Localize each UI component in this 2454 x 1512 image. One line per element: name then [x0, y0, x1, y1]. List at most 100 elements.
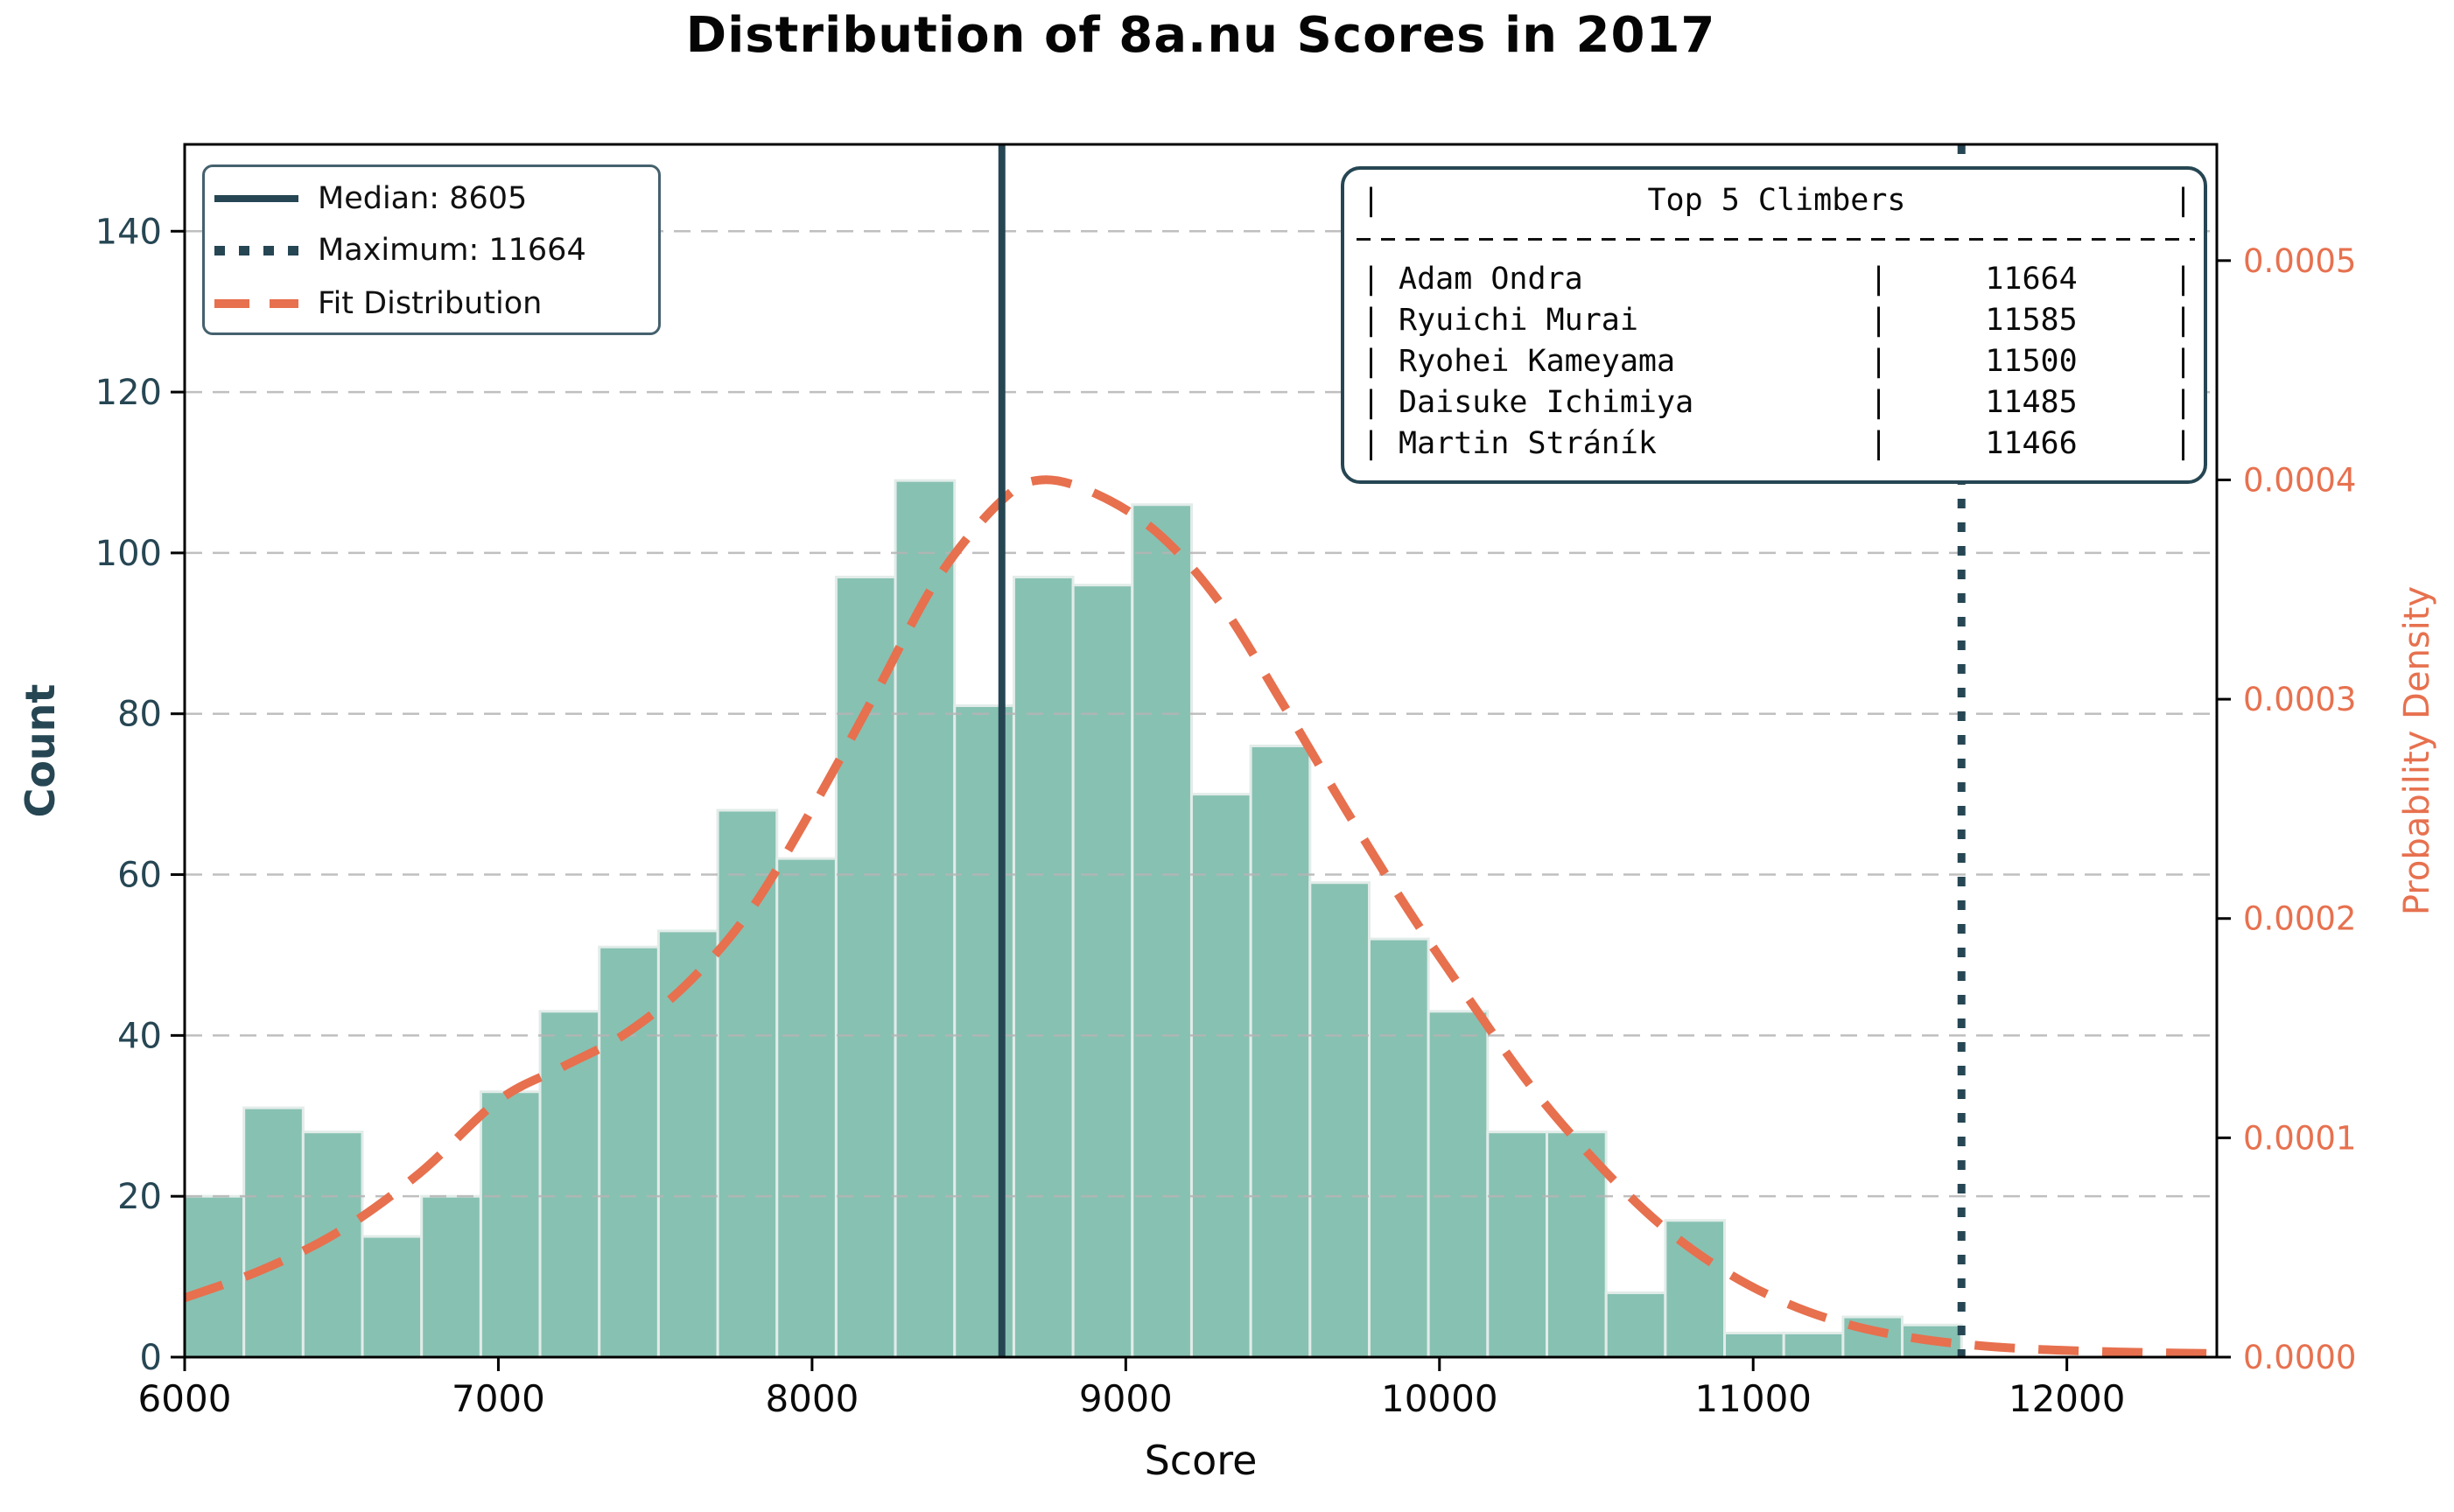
pipe-glyph: |	[1362, 303, 1381, 338]
tick-labels: 6000 7000 8000 9000 10000 11000 12000 0 20 40 60 80…	[95, 212, 2357, 1420]
legend-item-median: Median: 8605	[205, 178, 658, 220]
pipe-glyph: |	[1362, 385, 1381, 420]
climber-score: 11485	[1985, 385, 2078, 420]
histogram-bar	[656, 929, 719, 1359]
x-tick-label: 10000	[1381, 1377, 1498, 1420]
y-left-tick-label: 140	[95, 212, 162, 252]
x-tick-label: 6000	[138, 1377, 232, 1420]
table-row: | Martin Stráník | 11466 |	[1344, 424, 2204, 465]
histogram-bar	[242, 1106, 305, 1359]
y-right-tick-label: 0.0004	[2243, 461, 2356, 499]
table-title: Top 5 Climbers	[1647, 183, 1906, 218]
histogram-bar	[1308, 881, 1371, 1359]
histogram-bar	[1901, 1323, 1963, 1359]
x-axis-label: Score	[1144, 1437, 1258, 1484]
table-row: | Ryuichi Murai | 11585 |	[1344, 300, 2204, 341]
pipe-glyph: |	[1362, 262, 1381, 297]
fit-line-swatch	[214, 299, 298, 308]
pipe-glyph: |	[1869, 344, 1889, 379]
y-left-tick-label: 80	[117, 695, 162, 735]
climber-score: 11585	[1985, 303, 2078, 338]
histogram-bar	[1604, 1291, 1667, 1359]
legend-item-maximum: Maximum: 11664	[205, 229, 658, 271]
histogram-bar	[1782, 1331, 1845, 1359]
maximum-line-swatch	[214, 245, 298, 256]
y-right-tick-label: 0.0003	[2243, 681, 2356, 718]
y-right-tick-label: 0.0001	[2243, 1119, 2356, 1157]
y-left-tick-label: 20	[117, 1177, 162, 1217]
histogram-bar	[420, 1194, 482, 1359]
y-left-tick-label: 0	[140, 1338, 162, 1378]
legend-box: Median: 8605 Maximum: 11664 Fit Distribu…	[202, 164, 661, 335]
pipe-glyph: |	[2174, 303, 2193, 338]
pipe-glyph: |	[1869, 303, 1889, 338]
y-left-tick-label: 60	[117, 856, 162, 896]
histogram-bar	[1367, 937, 1430, 1359]
table-separator	[1357, 238, 2195, 241]
pipe-glyph: |	[2174, 344, 2193, 379]
y-right-tick-label: 0.0005	[2243, 242, 2356, 280]
histogram-bar	[1249, 744, 1312, 1359]
legend-median-label: Median: 8605	[318, 181, 528, 216]
x-tick-label: 11000	[1694, 1377, 1812, 1420]
pipe-glyph: |	[2174, 262, 2193, 297]
pipe-glyph: |	[1869, 385, 1889, 420]
histogram-bar	[1131, 503, 1193, 1359]
median-line-swatch	[214, 195, 298, 202]
histogram-bar	[894, 479, 957, 1359]
plot-frame	[183, 143, 2219, 1359]
histogram-bars	[183, 479, 1963, 1359]
y-axis-right-label: Probability Density	[2397, 585, 2437, 916]
table-row: | Adam Ondra | 11664 |	[1344, 259, 2204, 300]
pipe-glyph: |	[1869, 262, 1889, 297]
histogram-bar	[1071, 584, 1134, 1359]
x-tick-label: 9000	[1079, 1377, 1173, 1420]
histogram-bar	[479, 1090, 542, 1359]
legend-maximum-label: Maximum: 11664	[318, 233, 586, 268]
climber-score: 11664	[1985, 262, 2078, 297]
table-row: | Ryohei Kameyama | 11500 |	[1344, 341, 2204, 382]
y-left-tick-label: 120	[95, 373, 162, 413]
histogram-bar	[716, 808, 779, 1359]
y-right-tick-label: 0.0002	[2243, 900, 2356, 938]
pipe-glyph: |	[1362, 344, 1381, 379]
histogram-bar	[1723, 1331, 1785, 1359]
histogram-bar	[183, 1194, 246, 1359]
pipe-glyph: |	[1362, 183, 1381, 218]
fit-distribution-curve	[183, 475, 2218, 1358]
pipe-glyph: |	[1362, 426, 1381, 461]
climber-score: 11500	[1985, 344, 2078, 379]
climber-name: Martin Stráník	[1399, 426, 1658, 461]
table-row: | Daisuke Ichimiya | 11485 |	[1344, 382, 2204, 424]
pipe-glyph: |	[2174, 183, 2193, 218]
climber-name: Daisuke Ichimiya	[1399, 385, 1694, 420]
climber-score: 11466	[1985, 426, 2078, 461]
axis-ticks	[171, 229, 2231, 1371]
climber-name: Ryuichi Murai	[1399, 303, 1638, 338]
histogram-bar	[1012, 575, 1075, 1359]
legend-fit-label: Fit Distribution	[318, 286, 543, 321]
histogram-bar	[1486, 1130, 1549, 1359]
histogram-bar	[834, 575, 897, 1359]
y-left-tick-label: 40	[117, 1016, 162, 1056]
x-tick-label: 8000	[765, 1377, 859, 1420]
pipe-glyph: |	[2174, 385, 2193, 420]
histogram-bar	[598, 945, 660, 1359]
histogram-bar	[1664, 1219, 1727, 1359]
y-right-tick-label: 0.0000	[2243, 1339, 2356, 1376]
top5-climbers-table: | Top 5 Climbers | | Adam Ondra | 11664 …	[1341, 166, 2207, 484]
y-left-tick-label: 100	[95, 534, 162, 574]
table-title-row: | Top 5 Climbers |	[1344, 180, 2204, 221]
y-axis-left-label: Count	[17, 683, 64, 818]
chart-title: Distribution of 8a.nu Scores in 2017	[685, 7, 1716, 64]
pipe-glyph: |	[2174, 426, 2193, 461]
legend-item-fit: Fit Distribution	[205, 283, 658, 325]
histogram-bar	[1546, 1130, 1608, 1359]
histogram-bar	[1189, 793, 1252, 1359]
histogram-bar	[1427, 1010, 1490, 1359]
x-tick-label: 12000	[2009, 1377, 2126, 1420]
histogram-bar	[775, 857, 838, 1359]
climber-name: Ryohei Kameyama	[1399, 344, 1676, 379]
